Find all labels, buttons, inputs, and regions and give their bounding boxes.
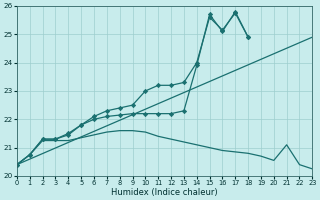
X-axis label: Humidex (Indice chaleur): Humidex (Indice chaleur) xyxy=(111,188,218,197)
